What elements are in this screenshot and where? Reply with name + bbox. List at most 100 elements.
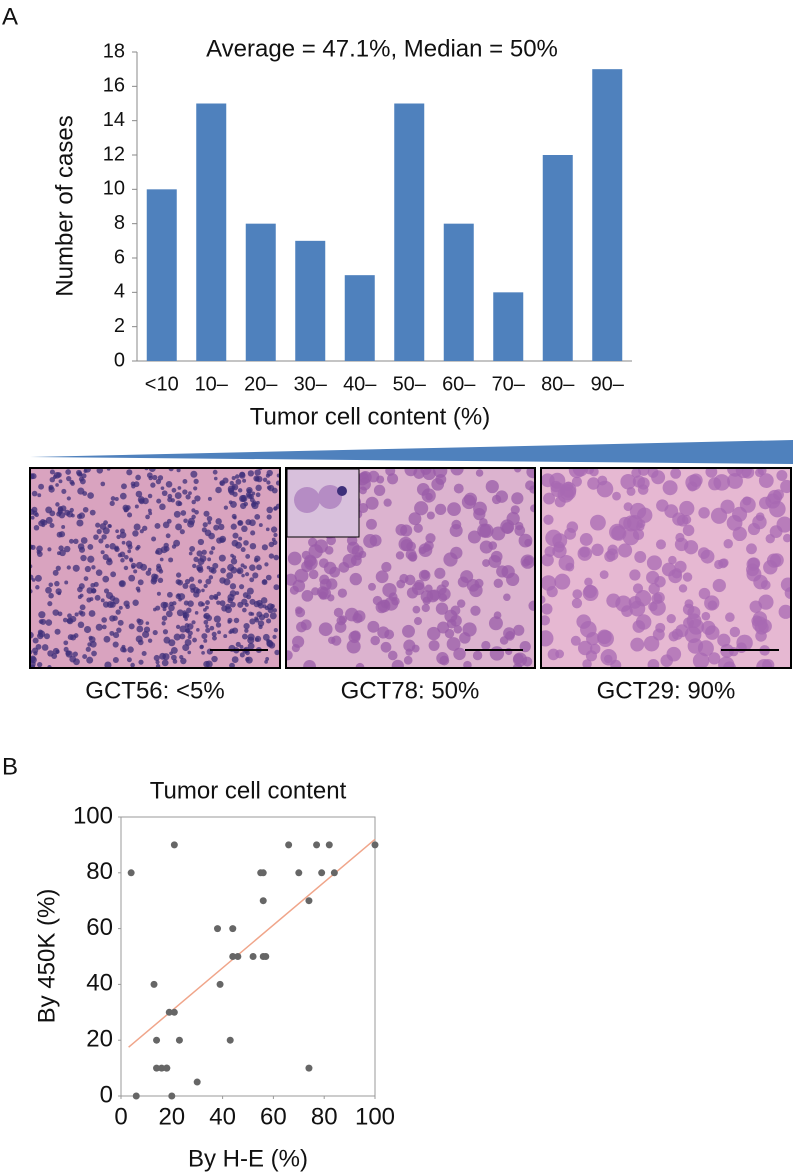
cell bbox=[208, 566, 215, 573]
cell bbox=[590, 514, 606, 531]
cell bbox=[94, 594, 101, 601]
cell bbox=[647, 468, 659, 478]
cell bbox=[191, 499, 196, 505]
cell bbox=[148, 511, 153, 516]
cell bbox=[126, 657, 132, 663]
cell bbox=[194, 495, 201, 502]
cell bbox=[117, 619, 124, 626]
cell bbox=[223, 634, 228, 639]
cell bbox=[662, 480, 678, 496]
cell bbox=[88, 610, 96, 617]
cell bbox=[182, 479, 188, 484]
cell bbox=[668, 555, 677, 565]
cell bbox=[34, 574, 42, 582]
cell bbox=[203, 607, 207, 612]
cell bbox=[159, 652, 167, 660]
cell bbox=[769, 525, 783, 538]
cell bbox=[227, 593, 235, 602]
cell bbox=[176, 609, 184, 617]
cell bbox=[262, 633, 270, 641]
cell bbox=[93, 581, 99, 588]
cell bbox=[466, 578, 480, 592]
cell bbox=[194, 611, 199, 615]
cell bbox=[122, 504, 129, 511]
cell bbox=[571, 476, 582, 487]
cell bbox=[301, 589, 314, 602]
cell bbox=[160, 546, 168, 554]
cell bbox=[135, 474, 141, 481]
cell bbox=[101, 534, 107, 540]
cell bbox=[112, 657, 119, 664]
y-tick-label: 14 bbox=[103, 109, 125, 131]
cell bbox=[717, 633, 731, 647]
cell bbox=[93, 534, 99, 540]
point bbox=[259, 897, 267, 905]
cell bbox=[273, 532, 278, 538]
cell bbox=[179, 625, 187, 633]
cell bbox=[78, 610, 84, 615]
cell bbox=[261, 544, 268, 551]
cell bbox=[675, 532, 685, 543]
cell bbox=[153, 654, 160, 662]
cell bbox=[247, 633, 255, 641]
cell bbox=[188, 551, 193, 556]
cell bbox=[129, 558, 134, 563]
cell bbox=[234, 474, 240, 479]
cell bbox=[778, 604, 791, 619]
cell bbox=[168, 639, 176, 647]
cell bbox=[89, 509, 96, 516]
bar bbox=[245, 223, 276, 361]
cell bbox=[270, 526, 278, 533]
cell bbox=[351, 545, 364, 558]
cell bbox=[69, 479, 75, 485]
cell bbox=[192, 637, 197, 643]
cell bbox=[327, 594, 335, 602]
cell bbox=[273, 554, 280, 561]
cell bbox=[240, 502, 247, 510]
cell bbox=[747, 522, 761, 536]
cell bbox=[741, 468, 755, 479]
cell bbox=[83, 469, 88, 474]
cell bbox=[403, 655, 413, 665]
cell bbox=[119, 531, 127, 539]
cell bbox=[269, 612, 277, 620]
cell bbox=[338, 561, 350, 573]
cell bbox=[584, 468, 595, 475]
cell bbox=[184, 578, 191, 585]
cell bbox=[70, 634, 77, 641]
cell bbox=[179, 633, 186, 640]
cell bbox=[185, 494, 191, 500]
cell bbox=[213, 524, 220, 531]
cell bbox=[187, 623, 194, 630]
cell bbox=[272, 634, 277, 640]
cell bbox=[308, 569, 319, 580]
cell bbox=[414, 501, 429, 516]
cell bbox=[475, 469, 484, 477]
x-tick-label: 70– bbox=[492, 373, 526, 395]
cell bbox=[678, 584, 688, 593]
cell bbox=[419, 546, 427, 555]
y-tick-label: 60 bbox=[86, 914, 113, 941]
cell bbox=[145, 621, 150, 625]
cell bbox=[318, 622, 333, 637]
cell bbox=[261, 579, 268, 586]
cell bbox=[193, 478, 199, 484]
cell bbox=[83, 625, 92, 634]
cell bbox=[226, 572, 234, 579]
cell bbox=[98, 538, 104, 544]
cell bbox=[239, 471, 246, 478]
cell bbox=[255, 484, 262, 492]
cell bbox=[426, 626, 441, 641]
cell bbox=[73, 538, 79, 545]
cell bbox=[776, 470, 788, 482]
cell bbox=[719, 558, 729, 568]
cell bbox=[41, 644, 49, 651]
cell bbox=[48, 484, 54, 490]
cell bbox=[104, 543, 110, 549]
cell bbox=[238, 536, 243, 541]
point bbox=[132, 1092, 140, 1100]
cell bbox=[35, 643, 42, 650]
cell bbox=[570, 635, 581, 646]
cell bbox=[232, 532, 239, 539]
cell bbox=[65, 469, 72, 475]
